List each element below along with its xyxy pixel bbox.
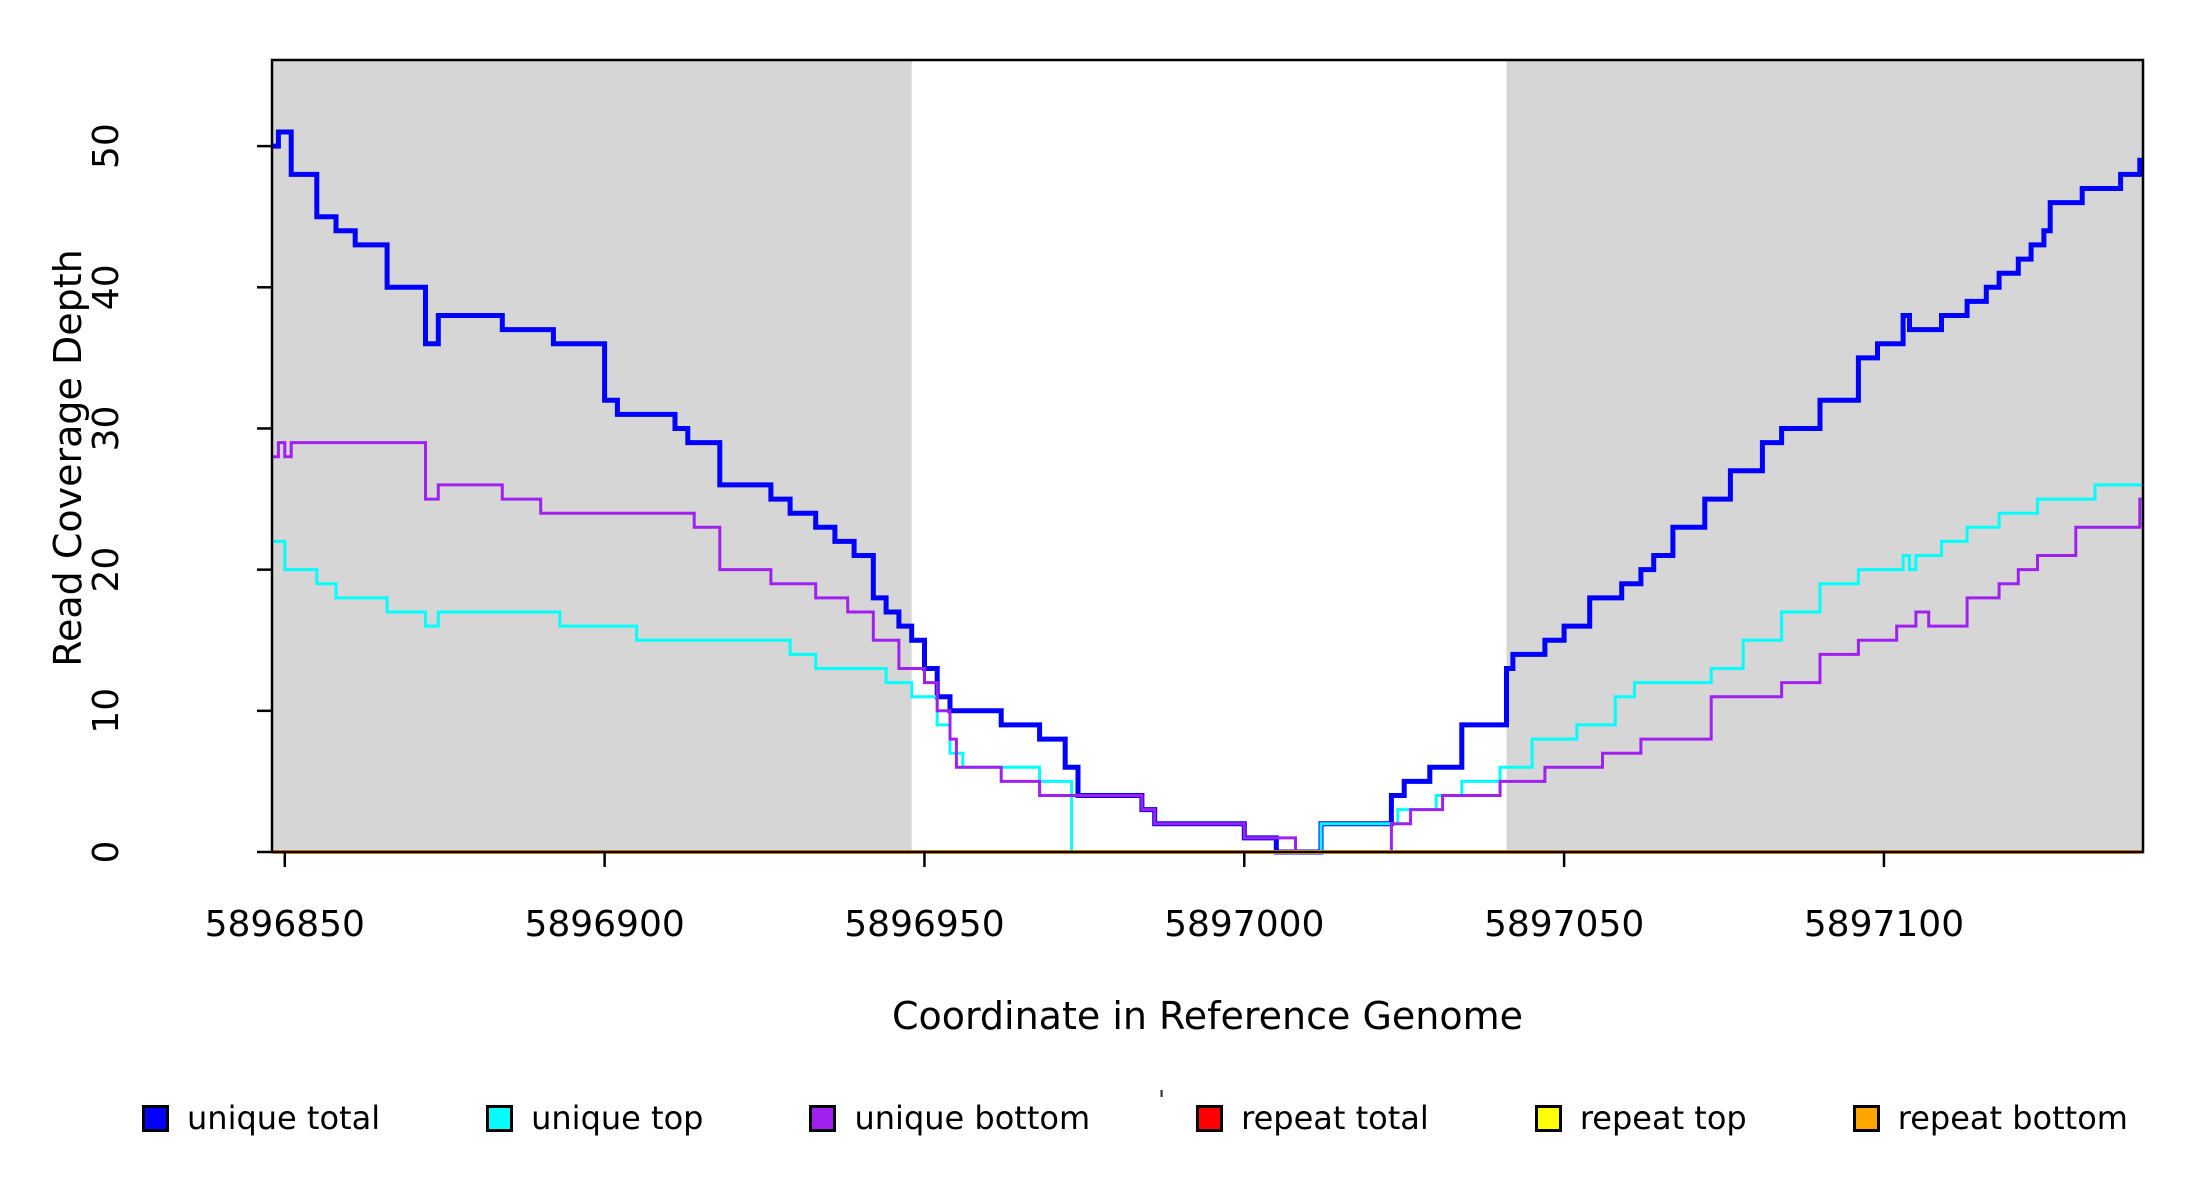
legend-item-unique-top: unique top [486, 1099, 703, 1137]
y-tick-label: 20 [86, 547, 127, 593]
legend-item-unique-bottom: unique bottom [809, 1099, 1090, 1137]
legend-swatch-icon [142, 1104, 169, 1132]
legend-item-repeat-top: repeat top [1534, 1099, 1747, 1137]
series-unique-bottom [272, 441, 2143, 854]
legend-swatch-icon [1852, 1104, 1880, 1132]
legend-swatch-icon [809, 1104, 837, 1132]
legend-item-unique-total: unique total [142, 1099, 380, 1137]
x-tick-label: 5897050 [1484, 904, 1644, 945]
legend-swatch-icon [1196, 1104, 1224, 1132]
y-tick-label: 30 [86, 406, 127, 452]
shaded-repeat-region-left [272, 60, 912, 852]
x-tick-label: 5896900 [524, 904, 684, 945]
legend-swatch-icon [1534, 1104, 1562, 1132]
legend-item-repeat-bottom: repeat bottom [1852, 1099, 2128, 1137]
legend-label: unique top [531, 1099, 704, 1137]
shaded-repeat-region-right [1506, 60, 2143, 852]
legend-item-repeat-total: repeat total [1196, 1099, 1429, 1137]
x-tick-label: 5896950 [844, 904, 1004, 945]
chart-legend: unique total unique top unique bottom repea… [142, 1094, 2128, 1142]
y-tick-label: 40 [86, 264, 127, 310]
x-tick-label: 5897000 [1164, 904, 1324, 945]
y-tick-label: 0 [86, 841, 127, 864]
series-unique-total [272, 129, 2143, 855]
x-tick-label: 5896850 [205, 904, 365, 945]
y-axis-title: Read Coverage Depth [46, 249, 90, 667]
y-tick-label: 10 [86, 688, 127, 734]
legend-label: unique total [187, 1099, 381, 1137]
x-axis-title-text: Coordinate in Reference Genome [891, 994, 1524, 1038]
plot-box [270, 58, 2145, 854]
legend-label: unique bottom [854, 1099, 1091, 1137]
legend-swatch-icon [486, 1104, 514, 1132]
legend-label: repeat top [1579, 1099, 1747, 1137]
series-unique-top [272, 483, 2143, 854]
stray-mark: ' [1158, 1086, 1166, 1116]
legend-label: repeat total [1241, 1099, 1429, 1137]
y-tick-label: 50 [86, 123, 127, 169]
x-axis-title: Coordinate in Reference Genome [0, 994, 2200, 1038]
x-tick-label: 5897100 [1804, 904, 1964, 945]
legend-label: repeat bottom [1897, 1099, 2128, 1137]
